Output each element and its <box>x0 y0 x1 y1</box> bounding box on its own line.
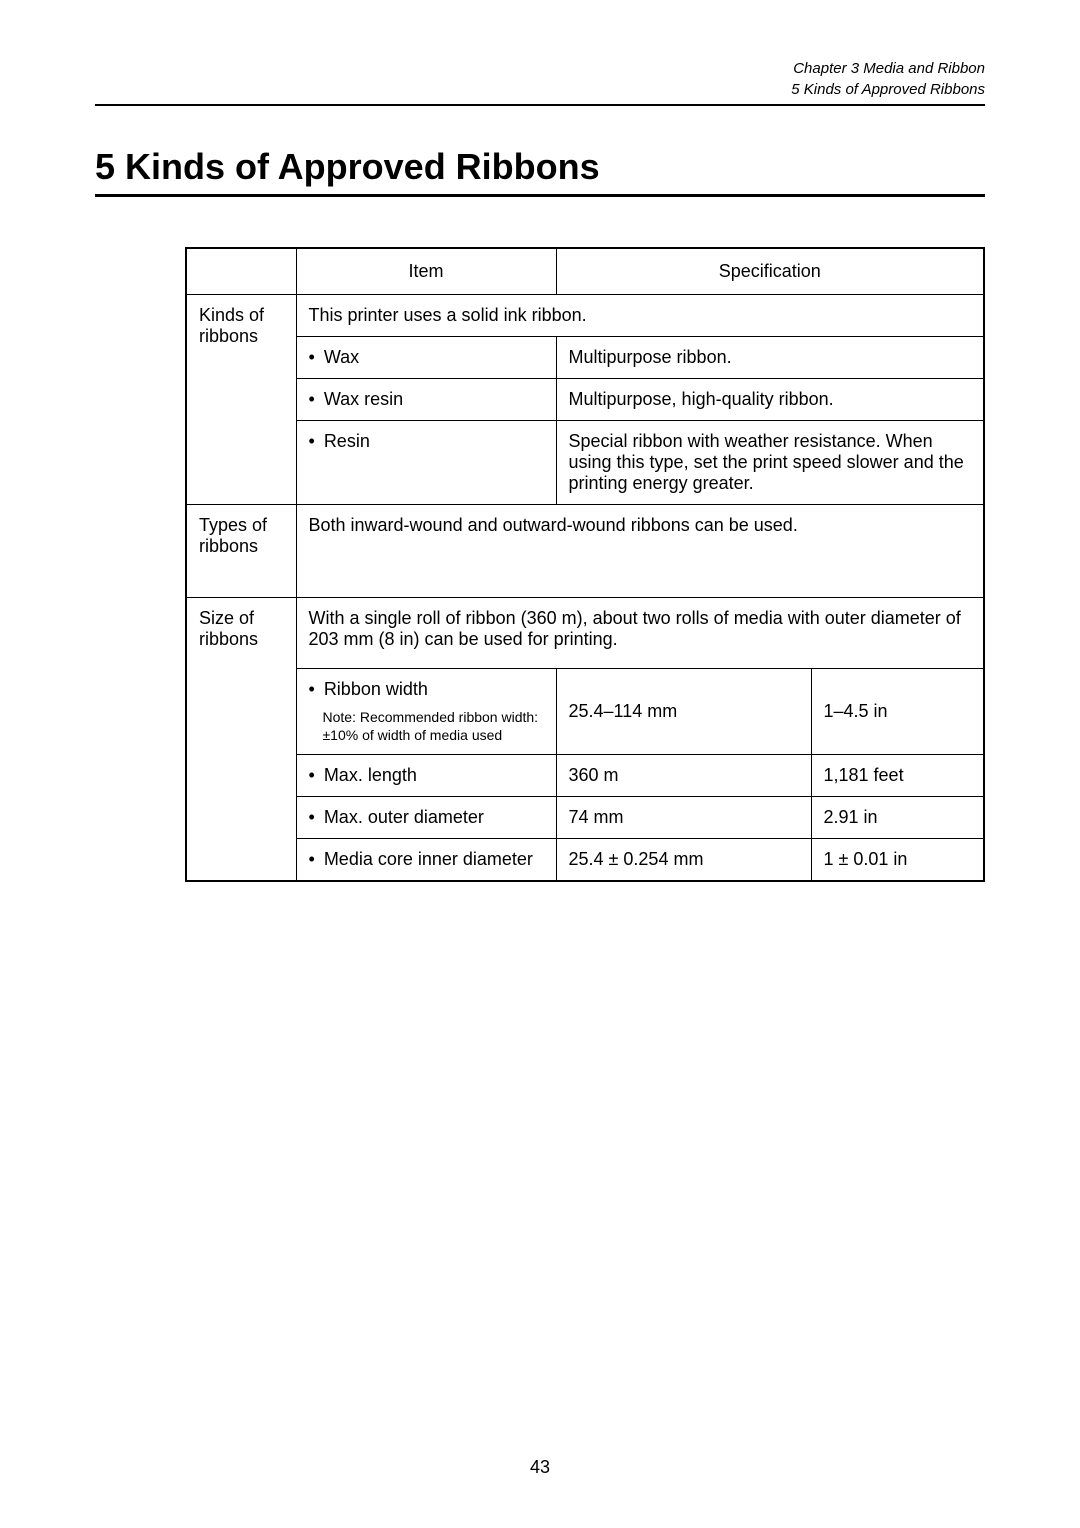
section-title: 5 Kinds of Approved Ribbons <box>95 146 985 197</box>
header-rule <box>95 104 985 106</box>
table-row: Wax resin <box>296 379 556 421</box>
bullet-item: Ribbon width <box>309 679 428 699</box>
imperial-cell: 1,181 feet <box>811 755 984 797</box>
bullet-item: Wax resin <box>309 389 404 409</box>
bullet-item: Media core inner diameter <box>309 849 533 869</box>
bullet-item: Resin <box>309 431 370 451</box>
table-row: Max. outer diameter <box>296 797 556 839</box>
imperial-cell: 1–4.5 in <box>811 669 984 755</box>
section-header: 5 Kinds of Approved Ribbons <box>95 81 985 98</box>
imperial-cell: 1 ± 0.01 in <box>811 839 984 882</box>
table-corner <box>186 248 296 295</box>
col-spec: Specification <box>556 248 984 295</box>
row-label-kinds: Kinds of ribbons <box>186 295 296 505</box>
size-intro: With a single roll of ribbon (360 m), ab… <box>296 598 984 669</box>
bullet-item: Max. outer diameter <box>309 807 484 827</box>
spec-cell: Multipurpose ribbon. <box>556 337 984 379</box>
bullet-item: Wax <box>309 347 360 367</box>
kinds-intro: This printer uses a solid ink ribbon. <box>296 295 984 337</box>
metric-cell: 25.4 ± 0.254 mm <box>556 839 811 882</box>
table-row: Media core inner diameter <box>296 839 556 882</box>
table-row: Resin <box>296 421 556 505</box>
chapter-header: Chapter 3 Media and Ribbon <box>95 60 985 77</box>
spec-cell: Multipurpose, high-quality ribbon. <box>556 379 984 421</box>
row-label-size: Size of ribbons <box>186 598 296 882</box>
row-label-types: Types of ribbons <box>186 505 296 598</box>
table-row: Wax <box>296 337 556 379</box>
types-text: Both inward-wound and outward-wound ribb… <box>296 505 984 598</box>
metric-cell: 360 m <box>556 755 811 797</box>
table-row: Max. length <box>296 755 556 797</box>
col-item: Item <box>296 248 556 295</box>
bullet-item: Max. length <box>309 765 417 785</box>
imperial-cell: 2.91 in <box>811 797 984 839</box>
spec-table: Item Specification Kinds of ribbons This… <box>185 247 985 882</box>
ribbon-width-note: Note: Recommended ribbon width: ±10% of … <box>323 708 544 744</box>
page-number: 43 <box>0 1457 1080 1478</box>
metric-cell: 25.4–114 mm <box>556 669 811 755</box>
metric-cell: 74 mm <box>556 797 811 839</box>
spec-cell: Special ribbon with weather resistance. … <box>556 421 984 505</box>
table-row: Ribbon width Note: Recommended ribbon wi… <box>296 669 556 755</box>
